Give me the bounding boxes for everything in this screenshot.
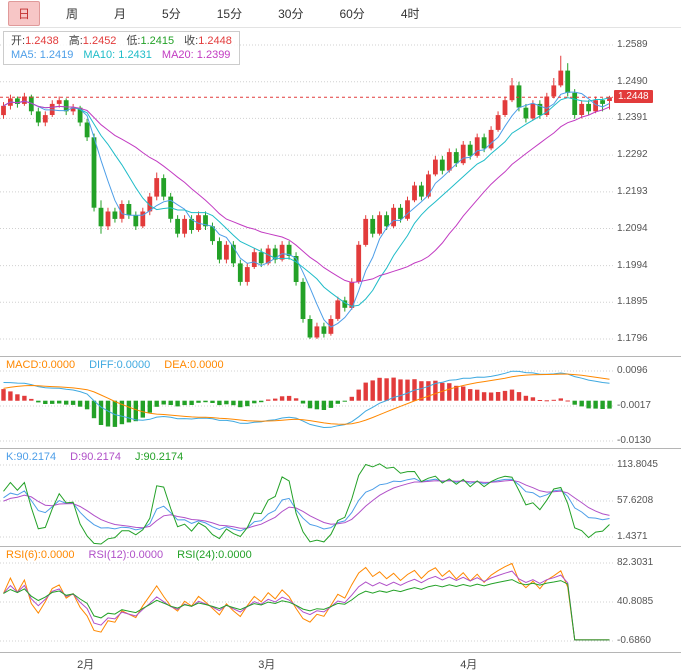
month-label: 3月 <box>258 659 276 671</box>
rsi6-readout: RSI(6):0.0000 <box>6 549 75 561</box>
rsi12-readout: RSI(12):0.0000 <box>88 549 164 561</box>
kdj-tick: 57.6208 <box>617 495 654 506</box>
tab-30min[interactable]: 30分 <box>278 7 304 21</box>
kdj-canvas[interactable] <box>0 449 681 547</box>
tab-15min[interactable]: 15分 <box>216 7 243 21</box>
rsi-tick: 40.8085 <box>617 596 654 607</box>
price-tick: 1.2391 <box>617 112 648 124</box>
rsi24-readout: RSI(24):0.0000 <box>177 549 252 561</box>
ma20-readout: MA20: 1.2399 <box>161 49 231 61</box>
current-price-tag: 1.2448 <box>614 90 653 104</box>
price-tick: 1.2193 <box>617 185 648 197</box>
timeframe-toolbar: 日 周 月 5分 15分 30分 60分 4时 <box>0 0 681 28</box>
ma10-readout: MA10: 1.2431 <box>83 49 152 61</box>
kdj-legend: K:90.2174 D:90.2174 J:90.2174 <box>6 450 183 464</box>
macd-legend: MACD:0.0000 DIFF:0.0000 DEA:0.0000 <box>6 358 224 372</box>
main-chart-panel: 开:1.2438 高:1.2452 低:1.2415 收:1.2448 MA5:… <box>0 28 681 356</box>
close-readout: 收:1.2448 <box>184 35 232 47</box>
price-tick: 1.1895 <box>617 296 648 308</box>
high-readout: 高:1.2452 <box>68 35 117 47</box>
price-tick: 1.1796 <box>617 333 648 344</box>
kdj-tick: 1.4371 <box>617 531 648 542</box>
diff-readout: DIFF:0.0000 <box>89 359 151 371</box>
tab-month[interactable]: 月 <box>114 7 127 21</box>
price-tick: 1.1994 <box>617 259 648 271</box>
macd-tick: -0.0017 <box>617 400 651 411</box>
rsi-panel: RSI(6):0.0000 RSI(12):0.0000 RSI(24):0.0… <box>0 546 681 652</box>
price-tick: 1.2589 <box>617 39 648 50</box>
macd-canvas[interactable] <box>0 357 681 449</box>
macd-tick: 0.0096 <box>617 365 648 376</box>
macd-panel: MACD:0.0000 DIFF:0.0000 DEA:0.0000 0.009… <box>0 356 681 448</box>
rsi-legend: RSI(6):0.0000 RSI(12):0.0000 RSI(24):0.0… <box>6 548 252 562</box>
candlestick-canvas[interactable] <box>0 28 681 356</box>
month-label: 4月 <box>460 659 478 671</box>
tab-5min[interactable]: 5分 <box>162 7 181 21</box>
ohlc-legend: 开:1.2438 高:1.2452 低:1.2415 收:1.2448 MA5:… <box>3 31 240 65</box>
price-tick: 1.2094 <box>617 222 648 234</box>
tab-4hour[interactable]: 4时 <box>400 7 420 21</box>
d-readout: D:90.2174 <box>70 451 121 463</box>
open-readout: 开:1.2438 <box>11 35 59 47</box>
dea-readout: DEA:0.0000 <box>164 359 224 371</box>
rsi-canvas[interactable] <box>0 547 681 653</box>
j-readout: J:90.2174 <box>134 451 184 463</box>
rsi-tick: -0.6860 <box>617 635 651 646</box>
rsi-tick: 82.3031 <box>617 557 654 568</box>
k-readout: K:90.2174 <box>6 451 57 463</box>
macd-readout: MACD:0.0000 <box>6 359 76 371</box>
month-label: 2月 <box>77 659 95 671</box>
ma5-readout: MA5: 1.2419 <box>11 49 74 61</box>
macd-tick: -0.0130 <box>617 435 651 446</box>
kdj-tick: 113.8045 <box>617 459 658 470</box>
tab-week[interactable]: 周 <box>66 7 79 21</box>
tab-day[interactable]: 日 <box>8 1 41 26</box>
kdj-panel: K:90.2174 D:90.2174 J:90.2174 113.8045 5… <box>0 448 681 546</box>
x-axis: 2月 3月 4月 <box>0 652 681 671</box>
price-tick: 1.2490 <box>617 75 648 87</box>
tab-60min[interactable]: 60分 <box>339 7 365 21</box>
price-tick: 1.2292 <box>617 149 648 161</box>
low-readout: 低:1.2415 <box>126 35 175 47</box>
